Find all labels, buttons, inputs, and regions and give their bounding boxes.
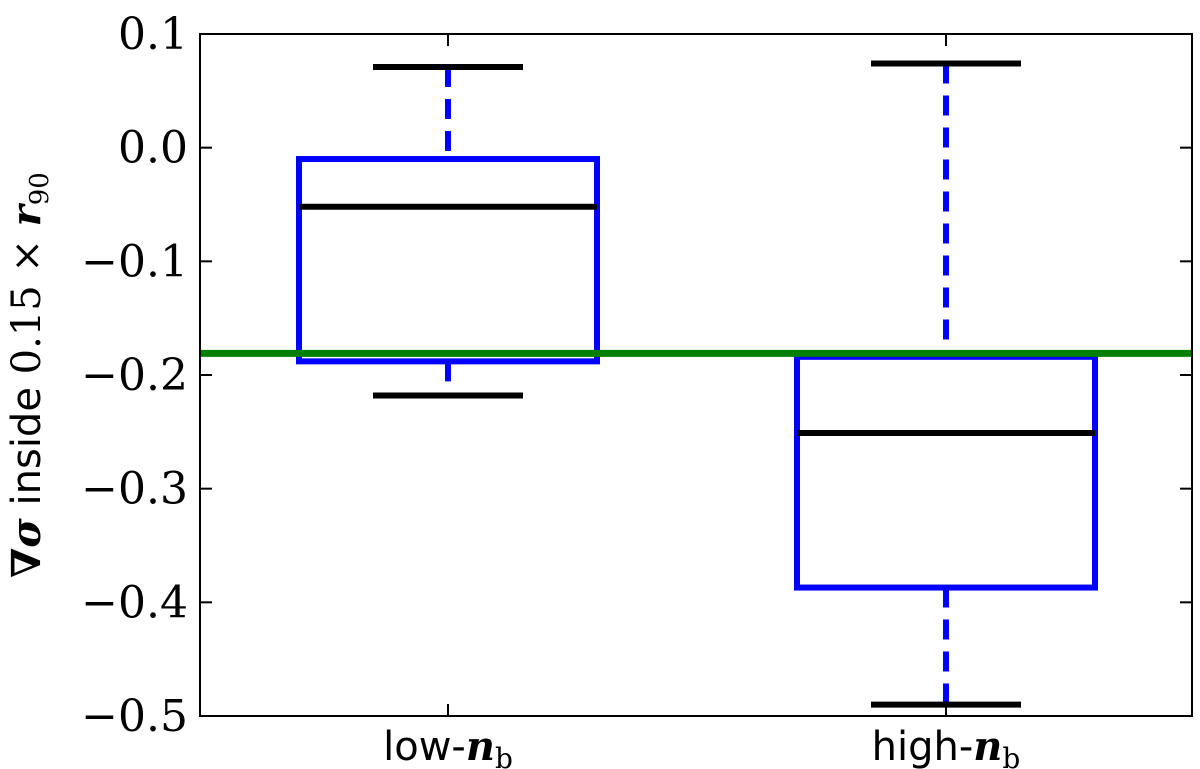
y-tick-label: −0.4 — [81, 577, 188, 628]
y-tick-label: 0.0 — [118, 123, 188, 174]
y-axis: 0.1 0.0 −0.1 −0.2 −0.3 −0.4 −0.5 — [81, 9, 1192, 742]
y-axis-label: ∇σ inside 0.15 × r90 — [3, 172, 55, 578]
x-axis: low-nb high-nb — [383, 34, 1020, 769]
box-iqr — [794, 353, 1098, 591]
y-tick-label: 0.1 — [118, 9, 188, 60]
y-tick-label: −0.1 — [81, 236, 188, 287]
plot-area — [200, 60, 1192, 708]
x-tick-label: high-nb — [872, 723, 1021, 769]
box-2 — [794, 60, 1098, 708]
plot-frame — [199, 33, 1193, 717]
y-tick-label: −0.3 — [81, 464, 188, 515]
box-1 — [296, 63, 600, 399]
box-iqr — [296, 156, 600, 365]
y-tick-label: −0.2 — [81, 350, 188, 401]
y-tick-label: −0.5 — [81, 691, 188, 742]
x-tick-label: low-nb — [383, 723, 513, 769]
